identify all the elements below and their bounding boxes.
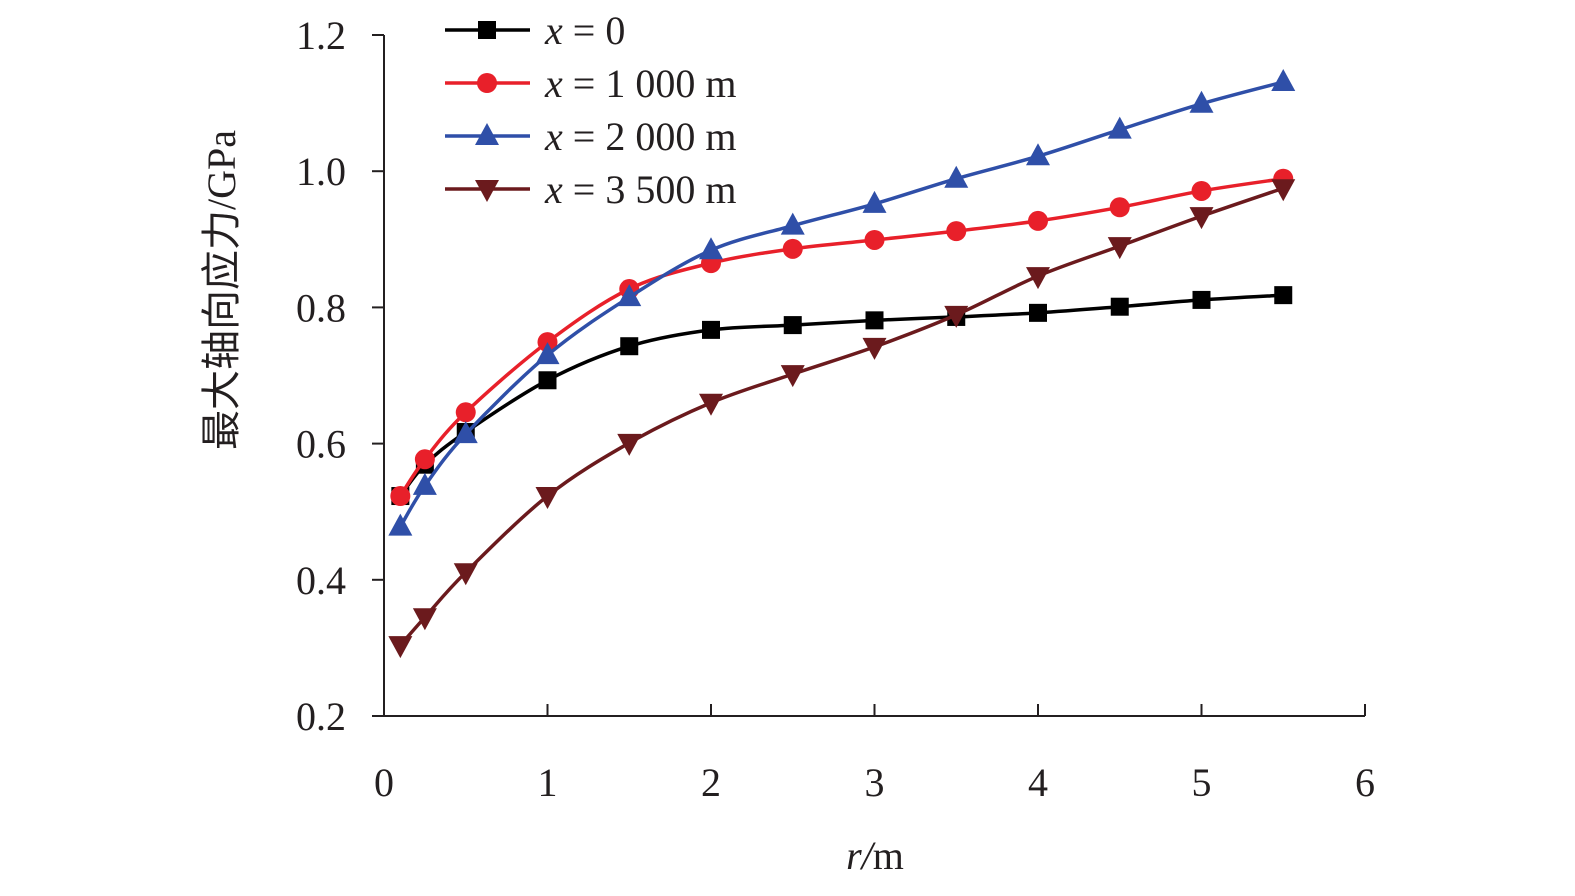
data-point (946, 221, 967, 242)
data-point (862, 337, 887, 360)
legend-item: x = 1 000 m (445, 61, 736, 106)
data-point (453, 421, 478, 444)
x-tick-label: 0 (374, 760, 394, 805)
data-point (1029, 303, 1047, 322)
data-point (535, 487, 560, 510)
series-3 (388, 179, 1296, 659)
data-point (699, 237, 723, 260)
data-point (780, 212, 805, 235)
data-point (1191, 180, 1212, 201)
x-tick-label: 6 (1355, 760, 1375, 805)
data-point (1274, 286, 1293, 305)
legend-label: x = 2 000 m (544, 114, 736, 159)
data-point (388, 513, 413, 536)
legend-label-var: x (544, 61, 563, 106)
data-point (453, 563, 478, 586)
legend-item: x = 0 (445, 8, 625, 53)
data-point (782, 238, 803, 259)
data-point (620, 337, 639, 356)
y-tick-label: 0.6 (296, 422, 346, 467)
data-point (699, 393, 723, 416)
data-point (1107, 116, 1132, 139)
legend-label-rest: = 2 000 m (563, 114, 737, 159)
legend-marker (475, 123, 499, 145)
data-point (1110, 297, 1129, 316)
data-point (455, 402, 476, 423)
x-axis-label: r/m (846, 833, 904, 878)
series-0 (391, 286, 1293, 506)
data-point (1028, 210, 1048, 231)
data-point (617, 284, 642, 307)
data-point (412, 608, 437, 631)
data-point (864, 229, 885, 250)
data-point (1026, 267, 1050, 290)
data-point (702, 320, 720, 339)
x-tick-label: 2 (701, 760, 721, 805)
data-point (1109, 197, 1130, 218)
data-point (538, 371, 557, 390)
legend-marker (478, 21, 496, 39)
legend: x = 0x = 1 000 mx = 2 000 mx = 3 500 m (445, 8, 736, 212)
series-2 (388, 68, 1296, 536)
y-tick-label: 1.0 (296, 149, 346, 194)
axes: 0 1 2 3 4 5 6 0.2 0.4 0.6 0.8 1.0 1.2 (296, 13, 1375, 805)
x-tick-label: 5 (1192, 760, 1212, 805)
legend-marker (475, 180, 499, 202)
data-point (862, 190, 887, 213)
legend-item: x = 3 500 m (445, 167, 736, 212)
series-group (388, 68, 1296, 659)
data-point (944, 305, 969, 328)
data-point (412, 472, 437, 495)
y-tick-label: 0.4 (296, 558, 346, 603)
x-tick-label: 3 (865, 760, 885, 805)
data-point (944, 165, 969, 188)
data-point (390, 486, 411, 507)
data-point (1271, 68, 1296, 91)
data-point (783, 316, 802, 335)
data-point (1189, 207, 1214, 230)
y-tick-label: 1.2 (296, 13, 346, 58)
series-line (399, 186, 1284, 647)
y-tick-label: 0.8 (296, 285, 346, 330)
legend-label-var: x (544, 114, 563, 159)
series-line (398, 293, 1284, 498)
data-point (1107, 237, 1132, 260)
legend-item: x = 2 000 m (445, 114, 736, 159)
data-point (780, 365, 805, 388)
x-tick-label: 1 (538, 760, 558, 805)
data-point (535, 342, 560, 365)
data-point (1271, 179, 1296, 202)
legend-marker (477, 73, 497, 93)
data-point (414, 449, 435, 470)
x-tick-label: 4 (1028, 760, 1048, 805)
series-1 (390, 168, 1294, 507)
data-point (1192, 290, 1211, 309)
legend-label: x = 1 000 m (544, 61, 736, 106)
data-point (388, 636, 413, 659)
data-point (1026, 143, 1050, 166)
data-point (617, 433, 642, 456)
series-line (398, 176, 1284, 498)
legend-label: x = 3 500 m (544, 167, 736, 212)
legend-label-var: x (544, 167, 563, 212)
y-axis-label: 最大轴向应力/GPa (199, 130, 244, 450)
legend-label: x = 0 (544, 8, 625, 53)
legend-label-var: x (544, 8, 563, 53)
data-point (865, 311, 884, 330)
legend-label-rest: = 3 500 m (563, 167, 737, 212)
legend-label-rest: = 0 (563, 8, 626, 53)
data-point (1189, 90, 1214, 113)
legend-label-rest: = 1 000 m (563, 61, 737, 106)
y-tick-label: 0.2 (296, 694, 346, 739)
